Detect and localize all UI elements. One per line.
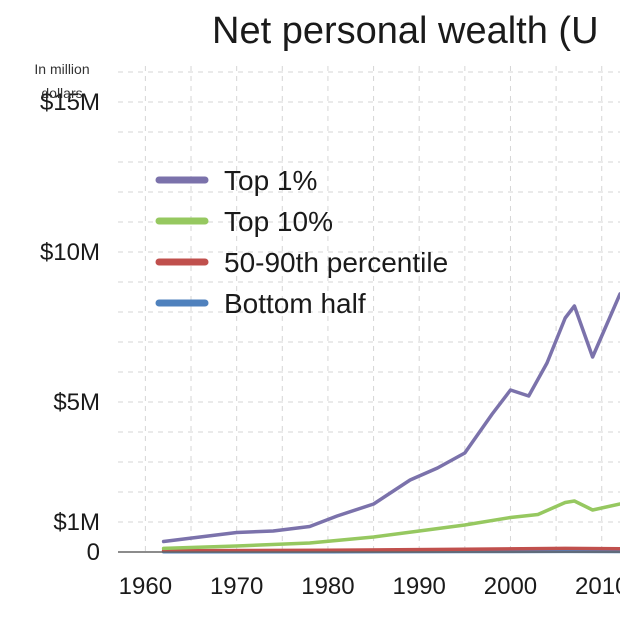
- legend: Top 1% Top 10% 50-90th percentile Bottom ha…: [155, 165, 448, 319]
- y-tick-label: $1M: [53, 509, 100, 536]
- y-tick-label: 0: [87, 539, 100, 566]
- x-tick-label: 2000: [484, 573, 537, 600]
- gridlines: [118, 66, 620, 552]
- legend-label: Top 10%: [224, 206, 333, 237]
- series-line: [161, 292, 620, 544]
- x-tick-label: 1960: [119, 573, 172, 600]
- legend-label: 50-90th percentile: [224, 247, 448, 278]
- x-tick-label: 1990: [393, 573, 446, 600]
- series-lines: [161, 292, 620, 554]
- y-tick-label: $10M: [40, 239, 100, 266]
- y-axis-unit-label: In million: [34, 61, 89, 77]
- legend-label: Top 1%: [224, 165, 317, 196]
- series-line: [161, 546, 620, 553]
- y-tick-label: $5M: [53, 389, 100, 416]
- x-tick-label: 1970: [210, 573, 263, 600]
- legend-label: Bottom half: [224, 288, 366, 319]
- chart-title: Net personal wealth (U: [212, 10, 599, 52]
- series-line: [161, 499, 620, 551]
- y-tick-label: $15M: [40, 89, 100, 116]
- x-tick-label: 1980: [301, 573, 354, 600]
- axes: 0 $1M $5M $10M $15M In million dollars 1960 1970…: [34, 61, 620, 600]
- y-axis-unit-label: dollars: [41, 85, 82, 101]
- x-tick-label: 2010: [575, 573, 620, 600]
